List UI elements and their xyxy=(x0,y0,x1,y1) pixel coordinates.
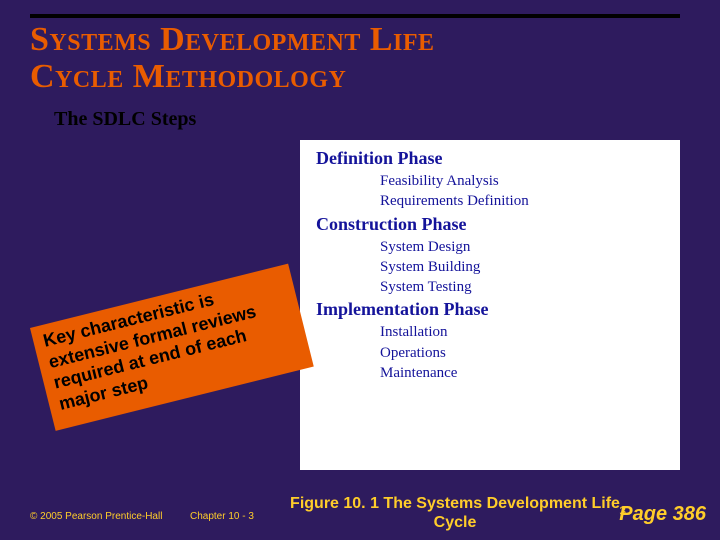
phase-item: System Building xyxy=(380,257,672,277)
phase-item: Installation xyxy=(380,322,672,342)
page-number: Page 386 xyxy=(619,503,706,526)
footer-chapter: Chapter 10 - 3 xyxy=(190,511,254,522)
phase-title: Construction Phase xyxy=(316,214,672,235)
phase-title: Implementation Phase xyxy=(316,299,672,320)
phase-item: Maintenance xyxy=(380,363,672,383)
phase-item: Requirements Definition xyxy=(380,191,672,211)
phase-item: Feasibility Analysis xyxy=(380,171,672,191)
title-line-1: Systems Development Life xyxy=(30,21,435,58)
footer-copyright: © 2005 Pearson Prentice-Hall xyxy=(30,511,162,522)
top-rule xyxy=(30,14,680,18)
slide: Systems Development Life Cycle Methodolo… xyxy=(0,0,720,540)
slide-title: Systems Development Life Cycle Methodolo… xyxy=(30,22,435,95)
phase-item: Operations xyxy=(380,343,672,363)
phase-item: System Testing xyxy=(380,277,672,297)
phase-item: System Design xyxy=(380,237,672,257)
sdlc-diagram: Definition Phase Feasibility Analysis Re… xyxy=(300,140,680,470)
figure-caption: Figure 10. 1 The Systems Development Lif… xyxy=(290,494,620,532)
phase-title: Definition Phase xyxy=(316,148,672,169)
slide-subtitle: The SDLC Steps xyxy=(54,108,196,131)
callout-note: Key characteristic is extensive formal r… xyxy=(30,264,314,431)
title-line-2: Cycle Methodology xyxy=(30,58,346,95)
